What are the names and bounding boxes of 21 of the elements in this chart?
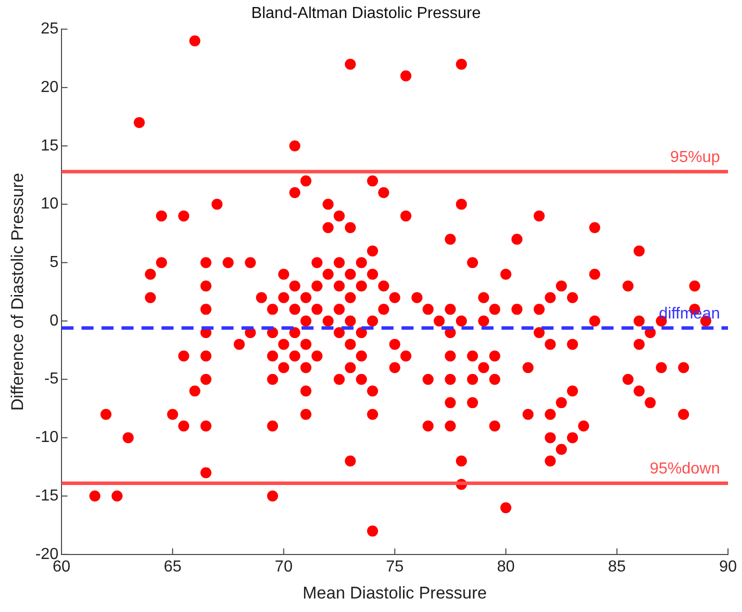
y-tick-label: 5 xyxy=(50,254,59,272)
y-tick-label: 15 xyxy=(40,137,59,154)
x-tick-label: 65 xyxy=(164,558,182,576)
x-tick-label: 90 xyxy=(719,558,737,576)
y-tick-label: 10 xyxy=(40,196,59,213)
y-axis-title: Difference of Diastolic Pressure xyxy=(8,172,27,411)
y-tick-label: -10 xyxy=(35,429,59,446)
x-tick-label: 70 xyxy=(274,558,293,576)
y-tick-label: 20 xyxy=(40,78,59,96)
x-tick-label: 75 xyxy=(386,558,404,576)
ref-line-label: 95%down xyxy=(650,460,720,478)
y-tick-label: -15 xyxy=(35,487,59,504)
x-tick-label: 85 xyxy=(608,558,626,576)
y-tick-label: 25 xyxy=(40,20,59,38)
chart-title: Bland-Altman Diastolic Pressure xyxy=(251,5,481,22)
x-axis-title: Mean Diastolic Pressure xyxy=(302,583,487,602)
ref-line-label: 95%up xyxy=(670,148,720,166)
y-tick-label: 0 xyxy=(50,312,59,330)
x-tick-label: 80 xyxy=(496,558,515,576)
y-tick-label: -5 xyxy=(44,370,59,388)
x-tick-label: 60 xyxy=(52,558,71,576)
